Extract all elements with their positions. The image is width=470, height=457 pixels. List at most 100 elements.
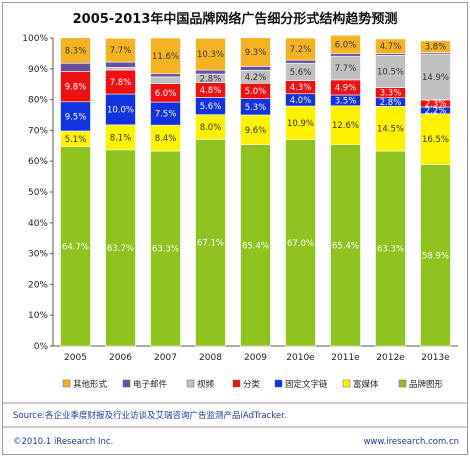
bar-segment xyxy=(150,150,181,347)
data-label: 8.0% xyxy=(200,123,222,133)
data-label: 7.5% xyxy=(155,110,177,120)
data-label: 16.5% xyxy=(422,135,449,145)
data-label: 2.3% xyxy=(425,99,447,109)
data-label: 8.1% xyxy=(110,133,132,143)
bar-segment xyxy=(330,144,361,347)
legend-swatch xyxy=(342,379,351,388)
data-label: 67.0% xyxy=(287,239,314,249)
data-label: 5.6% xyxy=(290,68,312,78)
bar-segment xyxy=(285,37,316,61)
bar-segment xyxy=(240,37,271,67)
data-label: 7.7% xyxy=(335,64,357,74)
data-labels: 64.7% 5.1% 9.5% 9.8% 8.3% 63.7% 8.1% 10.0% 7.8% 7… xyxy=(62,40,449,261)
bar-segment xyxy=(240,114,271,145)
bar-segment xyxy=(105,149,136,347)
data-label: 10.3% xyxy=(197,50,224,60)
data-label: 4.2% xyxy=(245,73,267,83)
bar-segment xyxy=(330,53,361,57)
data-label: 4.3% xyxy=(290,83,312,93)
bar-segment xyxy=(420,40,451,53)
bar-segment xyxy=(330,105,361,145)
chart-title: 2005-2013年中国品牌网络广告细分形式结构趋势预测 xyxy=(73,11,398,27)
data-label: 10.0% xyxy=(107,105,134,115)
legend-swatch xyxy=(62,379,71,388)
data-label: 4.0% xyxy=(290,96,312,106)
bar-segment xyxy=(60,37,91,64)
legend-swatch xyxy=(232,379,241,388)
bar-segment xyxy=(240,144,271,347)
bar-segment xyxy=(60,101,91,132)
bar-segment xyxy=(60,146,91,347)
data-label: 4.8% xyxy=(200,86,222,96)
x-tick-label: 2007 xyxy=(154,353,177,363)
data-label: 2.8% xyxy=(200,74,222,84)
x-tick-label: 2011e xyxy=(331,353,360,363)
data-label: 3.3% xyxy=(380,89,402,99)
data-label: 10.5% xyxy=(377,67,404,77)
bar-segment xyxy=(420,164,451,347)
y-tick-label: 50% xyxy=(28,188,48,198)
y-tick-label: 0% xyxy=(34,342,49,352)
x-tick-label: 2006 xyxy=(109,353,132,363)
data-label: 3.5% xyxy=(335,96,357,106)
data-label: 63.7% xyxy=(107,244,134,254)
data-label: 65.4% xyxy=(242,241,269,251)
x-tick-label: 2008 xyxy=(199,353,222,363)
y-tick-label: 10% xyxy=(28,311,48,321)
bar-segment xyxy=(60,71,91,103)
data-label: 6.0% xyxy=(335,40,357,50)
data-label: 67.1% xyxy=(197,239,224,249)
bar-segment xyxy=(150,73,181,78)
data-label: 12.6% xyxy=(332,121,359,131)
y-tick-label: 60% xyxy=(28,157,48,167)
data-label: 3.8% xyxy=(425,43,447,53)
data-label: 65.4% xyxy=(332,241,359,251)
bar-segment xyxy=(105,69,136,95)
x-tick-label: 2010e xyxy=(286,353,315,363)
bar-segment xyxy=(285,139,316,347)
data-label: 10.9% xyxy=(287,119,314,129)
legend-entry: 其他形式 xyxy=(73,379,108,390)
legend-entry: 分类 xyxy=(243,379,261,390)
y-tick-label: 70% xyxy=(28,126,48,136)
data-label: 64.7% xyxy=(62,242,89,252)
bar-segment xyxy=(285,59,316,64)
bar-segment xyxy=(195,38,226,71)
legend-entry: 电子邮件 xyxy=(133,379,168,390)
bar-segment xyxy=(285,105,316,140)
bar-segment xyxy=(240,66,271,71)
y-tick-label: 30% xyxy=(28,250,48,260)
legend-entry: 富媒体 xyxy=(353,379,379,390)
data-label: 5.1% xyxy=(65,135,87,145)
legend-swatch xyxy=(186,379,195,388)
bar-segment xyxy=(150,124,181,152)
x-tick-label: 2012e xyxy=(376,353,405,363)
data-label: 9.5% xyxy=(65,112,87,122)
bar-segment xyxy=(150,37,181,75)
source-text: Source:各企业季度财报及行业访谈及艾瑞咨询广告监测产品iAdTracker… xyxy=(13,410,287,421)
data-label: 9.8% xyxy=(65,83,87,93)
data-label: 14.5% xyxy=(377,125,404,135)
data-label: 4.9% xyxy=(335,83,357,93)
legend-entry: 固定文字链 xyxy=(285,379,328,390)
bar-segment xyxy=(375,38,406,54)
bar-segment xyxy=(195,139,226,347)
data-label: 7.2% xyxy=(290,45,312,55)
x-tick-label: 2005 xyxy=(64,353,87,363)
data-label: 9.3% xyxy=(245,48,267,58)
bar-segment xyxy=(420,113,451,165)
data-label: 2.8% xyxy=(380,98,402,108)
y-tick-label: 40% xyxy=(28,219,48,229)
legend-entry: 视频 xyxy=(197,379,215,390)
bar-segment xyxy=(420,53,451,101)
data-label: 11.6% xyxy=(152,52,179,62)
data-label: 5.0% xyxy=(245,87,267,97)
bar-segment xyxy=(105,93,136,126)
bar-segment xyxy=(60,62,91,72)
legend-swatch xyxy=(274,379,283,388)
y-tick-label: 80% xyxy=(28,96,48,106)
data-label: 9.6% xyxy=(245,126,267,136)
y-tick-label: 20% xyxy=(28,280,48,290)
data-label: 63.3% xyxy=(152,245,179,255)
data-label: 14.9% xyxy=(422,73,449,83)
